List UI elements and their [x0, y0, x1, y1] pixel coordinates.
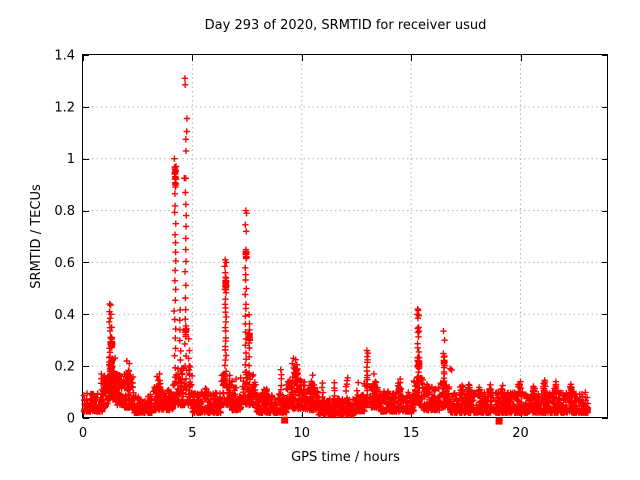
x-axis-label: GPS time / hours [291, 450, 400, 465]
x-tick-label: 10 [293, 426, 310, 441]
y-tick-label: 0 [67, 412, 75, 427]
y-tick-label: 1 [67, 152, 75, 167]
x-tick-label: 5 [188, 426, 196, 441]
square-marker [495, 417, 503, 425]
chart-title: Day 293 of 2020, SRMTID for receiver usu… [205, 18, 487, 33]
axis-ticks [83, 55, 608, 419]
grid-lines [83, 55, 608, 418]
y-tick-label: 1.4 [54, 49, 75, 64]
plot-border [82, 54, 608, 418]
x-tick-label: 20 [512, 426, 529, 441]
y-tick-label: 0.6 [54, 256, 75, 271]
y-tick-label: 0.8 [54, 204, 75, 219]
y-tick-label: 0.4 [54, 308, 75, 323]
y-axis-label: SRMTID / TECUs [29, 184, 44, 289]
square-marker [281, 416, 289, 424]
y-tick-label: 1.2 [54, 100, 75, 115]
x-tick-label: 0 [79, 426, 87, 441]
tick-labels: 0 5 10 15 20 0 0.2 0.4 0.6 0.8 1 1.2 1.4 [54, 49, 528, 442]
x-tick-label: 15 [403, 426, 420, 441]
y-tick-label: 0.2 [54, 360, 75, 375]
square-markers [281, 416, 503, 425]
data-points-plus-markers [80, 75, 592, 419]
